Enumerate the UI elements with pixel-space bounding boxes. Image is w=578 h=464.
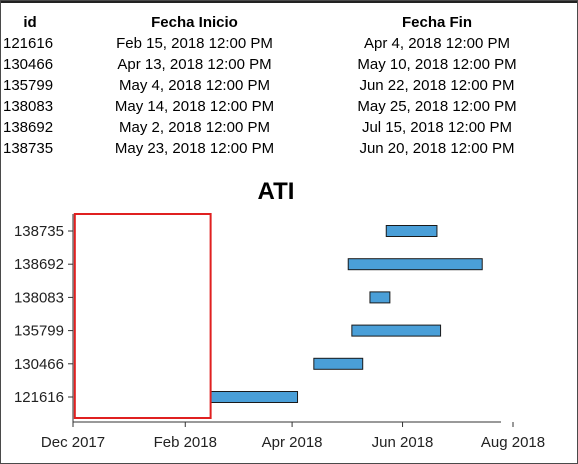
gantt-bar [210,391,299,403]
cell-end: Jun 22, 2018 12:00 PM [359,77,515,94]
y-tick-label: 138735 [14,223,64,240]
x-tick-label: Feb 2018 [154,434,217,451]
x-tick-label: Jun 2018 [372,434,434,451]
gantt-bar [369,291,391,304]
cell-id: 130466 [3,56,54,73]
cell-start: Feb 15, 2018 12:00 PM [116,35,273,52]
gantt-bar [351,324,442,337]
x-tick-label: Dec 2017 [41,434,105,451]
y-tick-label: 138692 [14,256,64,273]
gantt-bar [385,225,438,237]
cell-end: Apr 4, 2018 12:00 PM [364,35,510,52]
table-row: 121616 Feb 15, 2018 12:00 PM Apr 4, 2018… [3,33,542,54]
cell-start: May 2, 2018 12:00 PM [119,119,270,136]
table-row: 138692 May 2, 2018 12:00 PM Jul 15, 2018… [3,117,542,138]
cell-end: Jun 20, 2018 12:00 PM [359,140,515,157]
cell-id: 138692 [3,119,54,136]
cell-id: 138735 [3,140,54,157]
chart-plot-area: 121616 130466 135799 138083 138692 138735 Dec … [14,213,545,451]
y-tick-label: 138083 [14,289,64,306]
dates-table: id Fecha Inicio Fecha Fin 121616 Feb 15,… [3,11,542,159]
y-tick-label: 130466 [14,356,64,373]
x-tick-label: Apr 2018 [262,434,323,451]
cell-id: 121616 [3,35,54,52]
table-row: 138735 May 23, 2018 12:00 PM Jun 20, 201… [3,138,542,159]
highlight-box [73,213,212,419]
y-tick-label: 121616 [14,389,64,406]
cell-start: May 14, 2018 12:00 PM [114,98,275,115]
table-row: 135799 May 4, 2018 12:00 PM Jun 22, 2018… [3,75,542,96]
chart-title: ATI [258,178,295,205]
gantt-bar [313,357,364,370]
table-header-row: id Fecha Inicio Fecha Fin [3,11,542,33]
header-end-date: Fecha Fin [401,13,472,31]
gantt-bar [347,258,483,271]
cell-id: 135799 [3,77,54,94]
header-id: id [23,13,37,31]
cell-end: May 25, 2018 12:00 PM [357,98,517,115]
cell-id: 138083 [3,98,54,115]
cell-start: Apr 13, 2018 12:00 PM [117,56,272,73]
table-row: 130466 Apr 13, 2018 12:00 PM May 10, 201… [3,54,542,75]
y-tick-label: 135799 [14,323,64,340]
gantt-chart: ATI 121616 130466 135799 138083 138692 138735… [14,178,545,451]
cell-start: May 4, 2018 12:00 PM [119,77,270,94]
top-border [1,1,577,3]
header-start-date: Fecha Inicio [151,13,238,31]
table-row: 138083 May 14, 2018 12:00 PM May 25, 201… [3,96,542,117]
cell-end: May 10, 2018 12:00 PM [357,56,517,73]
cell-start: May 23, 2018 12:00 PM [114,140,275,157]
cell-end: Jul 15, 2018 12:00 PM [361,119,513,136]
x-tick-label: Aug 2018 [481,434,545,451]
